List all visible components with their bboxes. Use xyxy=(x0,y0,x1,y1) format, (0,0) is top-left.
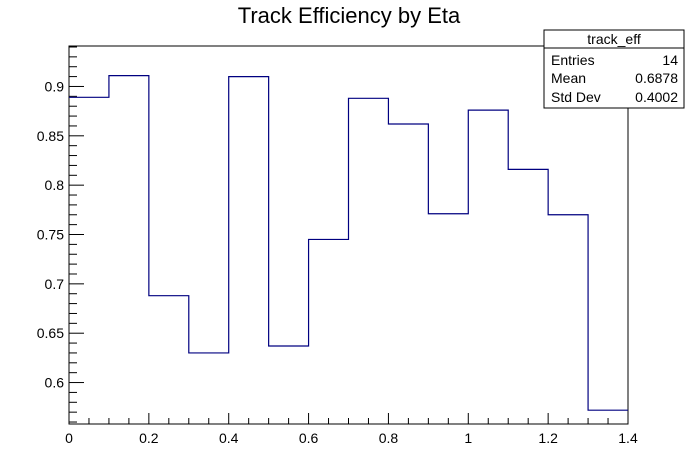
x-tick-label: 0.2 xyxy=(139,430,159,446)
y-tick-label: 0.6 xyxy=(45,375,65,391)
y-tick-label: 0.9 xyxy=(45,78,65,94)
x-tick-label: 0.6 xyxy=(299,430,319,446)
stats-box-frame xyxy=(543,29,685,109)
chart-title: Track Efficiency by Eta xyxy=(238,3,461,28)
y-tick-label: 0.8 xyxy=(45,177,65,193)
stats-box-name: track_eff xyxy=(587,31,641,47)
y-tick-label: 0.65 xyxy=(37,325,64,341)
x-axis: 0 0.2 0.4 0.6 0.8 1 1.2 1.4 xyxy=(65,413,638,446)
y-tick-label: 0.85 xyxy=(37,128,64,144)
histogram-line xyxy=(69,75,628,411)
stats-box: track_eff Entries 14 Mean 0.6878 Std Dev… xyxy=(543,29,685,109)
x-tick-label: 1 xyxy=(464,430,472,446)
stats-entries-label: Entries xyxy=(551,52,595,68)
stats-entries-value: 14 xyxy=(662,52,678,68)
x-tick-label: 1.4 xyxy=(618,430,638,446)
stats-stddev-value: 0.4002 xyxy=(635,89,678,105)
x-tick-label: 1.2 xyxy=(538,430,558,446)
y-tick-label: 0.7 xyxy=(45,276,65,292)
x-tick-label: 0.8 xyxy=(379,430,399,446)
stats-mean-label: Mean xyxy=(551,70,586,86)
stats-stddev-label: Std Dev xyxy=(551,89,601,105)
x-tick-label: 0.4 xyxy=(219,430,239,446)
x-tick-label: 0 xyxy=(65,430,73,446)
stats-mean-value: 0.6878 xyxy=(635,70,678,86)
y-tick-label: 0.75 xyxy=(37,227,64,243)
y-axis: 0.6 0.65 0.7 0.75 0.8 0.85 0.9 xyxy=(37,46,84,423)
